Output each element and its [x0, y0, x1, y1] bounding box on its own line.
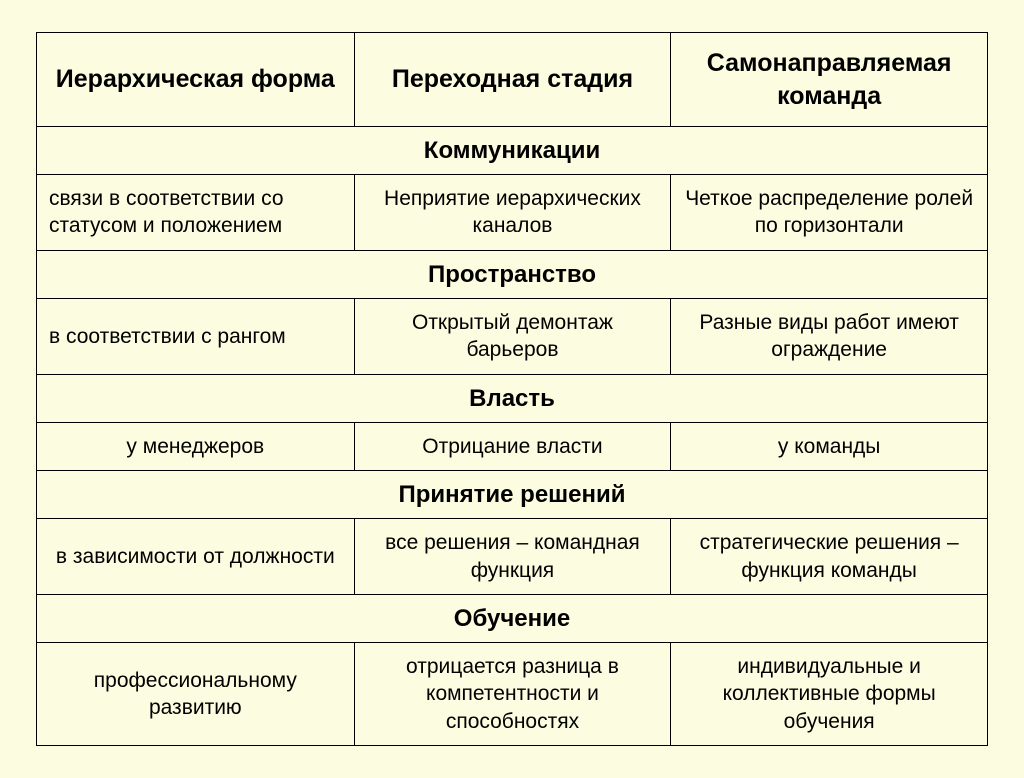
table-header-row: Иерархическая форма Переходная стадия Са…	[37, 33, 988, 127]
cell: связи в соответствии со статусом и полож…	[37, 175, 355, 251]
section-row: Принятие решений	[37, 471, 988, 519]
cell: Открытый демонтаж барьеров	[354, 298, 671, 374]
cell: Четкое распределение ролей по горизонтал…	[671, 175, 988, 251]
cell: отрицается разница в компетентности и сп…	[354, 643, 671, 746]
cell: профессиональному развитию	[37, 643, 355, 746]
section-title: Обучение	[37, 594, 988, 642]
cell: у команды	[671, 422, 988, 470]
col-header-1: Иерархическая форма	[37, 33, 355, 127]
comparison-table: Иерархическая форма Переходная стадия Са…	[36, 32, 988, 746]
section-title: Пространство	[37, 250, 988, 298]
cell: в соответствии с рангом	[37, 298, 355, 374]
section-row: Коммуникации	[37, 127, 988, 175]
table-row: в зависимости от должности все решения –…	[37, 519, 988, 595]
cell: Неприятие иерархических каналов	[354, 175, 671, 251]
section-row: Власть	[37, 374, 988, 422]
cell: Отрицание власти	[354, 422, 671, 470]
section-title: Принятие решений	[37, 471, 988, 519]
col-header-2: Переходная стадия	[354, 33, 671, 127]
table-row: у менеджеров Отрицание власти у команды	[37, 422, 988, 470]
section-row: Обучение	[37, 594, 988, 642]
cell: индивидуальные и коллективные формы обуч…	[671, 643, 988, 746]
table-row: профессиональному развитию отрицается ра…	[37, 643, 988, 746]
section-title: Коммуникации	[37, 127, 988, 175]
cell: в зависимости от должности	[37, 519, 355, 595]
cell: все решения – командная функция	[354, 519, 671, 595]
cell: у менеджеров	[37, 422, 355, 470]
cell: стратегические решения – функция команды	[671, 519, 988, 595]
table-row: в соответствии с рангом Открытый демонта…	[37, 298, 988, 374]
table-row: связи в соответствии со статусом и полож…	[37, 175, 988, 251]
col-header-3: Самонаправляемая команда	[671, 33, 988, 127]
section-row: Пространство	[37, 250, 988, 298]
section-title: Власть	[37, 374, 988, 422]
cell: Разные виды работ имеют ограждение	[671, 298, 988, 374]
